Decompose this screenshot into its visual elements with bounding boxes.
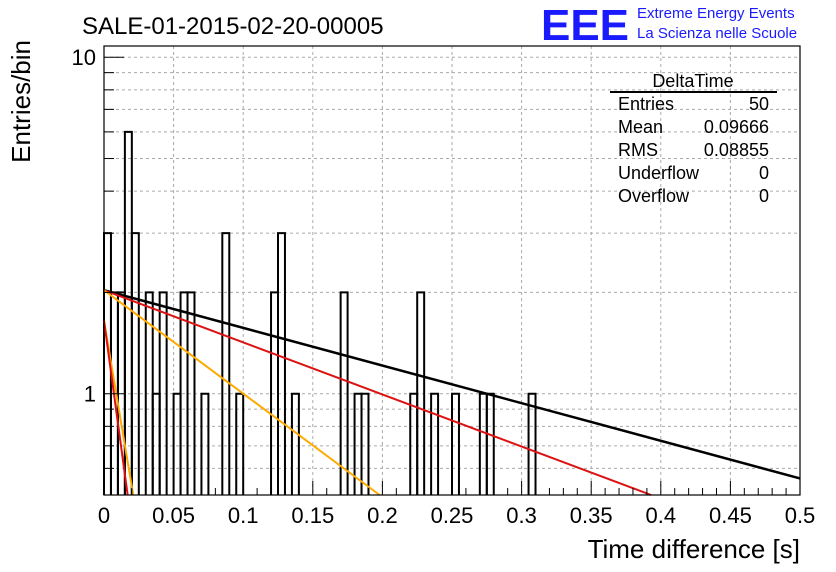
histogram-bin: [527, 392, 537, 495]
histogram-bars: [103, 130, 537, 495]
histogram-bin: [277, 232, 286, 495]
x-tick-label: 0.15: [291, 503, 334, 528]
x-tick-label: 0.35: [570, 503, 613, 528]
fit-lines: [103, 289, 801, 496]
x-tick-label: 0.45: [709, 503, 752, 528]
histogram-bin: [339, 291, 349, 495]
eee-logo-mark: EEE: [541, 1, 629, 50]
stats-label: Overflow: [618, 186, 690, 206]
y-tick-label: 10: [72, 45, 96, 70]
histogram-bin: [290, 392, 300, 495]
chart-title: SALE-01-2015-02-20-00005: [82, 13, 384, 40]
stats-value: 50: [749, 94, 769, 114]
stats-value: 0.08855: [704, 140, 769, 160]
x-tick-label: 0.1: [228, 503, 259, 528]
histogram-bin: [430, 392, 440, 495]
x-tick-label: 0.05: [152, 503, 195, 528]
histogram-bin: [158, 291, 168, 495]
axis-ticks: [103, 56, 801, 496]
x-tick-label: 0.5: [785, 503, 816, 528]
eee-logo: EEE Extreme Energy Events La Scienza nel…: [541, 1, 797, 50]
stats-label: Entries: [618, 94, 674, 114]
x-axis-label: Time difference [s]: [588, 534, 800, 564]
histogram-bin: [416, 291, 426, 495]
histogram-bin: [200, 392, 210, 495]
y-tick-labels: 1 10: [72, 45, 96, 406]
fit-line: [103, 289, 801, 480]
histogram-bin: [123, 130, 133, 495]
x-tick-label: 0.25: [431, 503, 474, 528]
histogram-bin: [130, 232, 140, 495]
stats-value: 0.09666: [704, 117, 769, 137]
y-tick-label: 1: [84, 382, 96, 407]
x-tick-label: 0.3: [506, 503, 537, 528]
fit-line: [103, 289, 652, 496]
eee-logo-line1: Extreme Energy Events: [637, 5, 795, 22]
fit-line: [103, 320, 129, 496]
stats-box: DeltaTime Entries 50 Mean 0.09666 RMS 0.…: [610, 71, 777, 206]
histogram-bin: [186, 291, 196, 495]
histogram-bin: [221, 232, 231, 495]
stats-label: Underflow: [618, 163, 700, 183]
stats-value: 0: [759, 186, 769, 206]
stats-value: 0: [759, 163, 769, 183]
x-tick-label: 0.2: [367, 503, 398, 528]
stats-label: Mean: [618, 117, 663, 137]
eee-logo-line2: La Scienza nelle Scuole: [637, 25, 797, 42]
y-axis-label: Entries/bin: [6, 40, 36, 163]
x-tick-label: 0.4: [646, 503, 677, 528]
stats-label: RMS: [618, 140, 658, 160]
x-tick-label: 0: [98, 503, 110, 528]
stats-title: DeltaTime: [652, 71, 733, 91]
x-tick-labels: 0 0.05 0.1 0.15 0.2 0.25 0.3 0.35 0.4 0.…: [98, 503, 815, 528]
fit-line: [103, 289, 381, 496]
histogram-bin: [451, 392, 460, 495]
histogram-bin: [235, 392, 245, 495]
histogram-bin: [360, 392, 370, 495]
